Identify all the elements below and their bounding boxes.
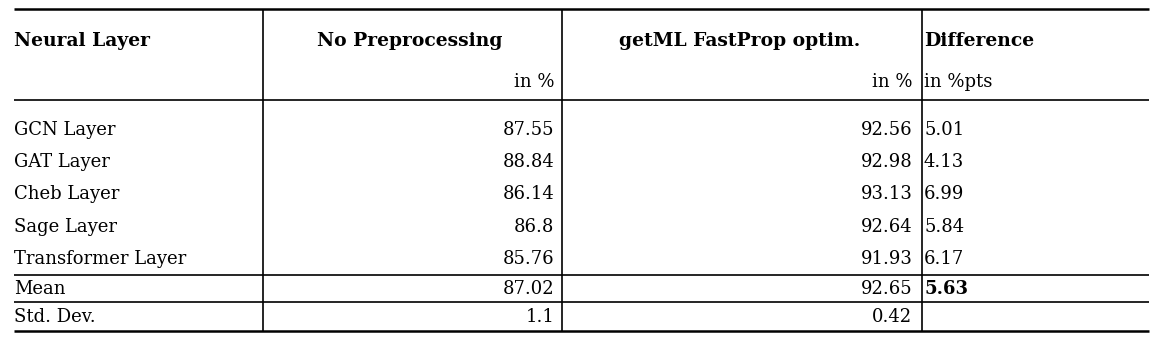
Text: GCN Layer: GCN Layer	[14, 121, 116, 139]
Text: getML FastProp optim.: getML FastProp optim.	[619, 32, 859, 50]
Text: 6.99: 6.99	[924, 185, 964, 203]
Text: 5.01: 5.01	[924, 121, 964, 139]
Text: 92.64: 92.64	[860, 218, 912, 236]
Text: 85.76: 85.76	[502, 251, 554, 268]
Text: 0.42: 0.42	[872, 308, 912, 326]
Text: GAT Layer: GAT Layer	[14, 153, 110, 171]
Text: 5.84: 5.84	[924, 218, 964, 236]
Text: 93.13: 93.13	[860, 185, 912, 203]
Text: 5.63: 5.63	[924, 280, 968, 298]
Text: Transformer Layer: Transformer Layer	[14, 251, 186, 268]
Text: 6.17: 6.17	[924, 251, 964, 268]
Text: 1.1: 1.1	[526, 308, 554, 326]
Text: Sage Layer: Sage Layer	[14, 218, 117, 236]
Text: 87.55: 87.55	[502, 121, 554, 139]
Text: Mean: Mean	[14, 280, 66, 298]
Text: No Preprocessing: No Preprocessing	[318, 32, 502, 50]
Text: 4.13: 4.13	[924, 153, 964, 171]
Text: 92.65: 92.65	[860, 280, 912, 298]
Text: 91.93: 91.93	[860, 251, 912, 268]
Text: Difference: Difference	[924, 32, 1034, 50]
Text: Neural Layer: Neural Layer	[14, 32, 150, 50]
Text: in %: in %	[514, 73, 554, 91]
Text: 86.8: 86.8	[514, 218, 554, 236]
Text: in %: in %	[872, 73, 912, 91]
Text: Std. Dev.: Std. Dev.	[14, 308, 96, 326]
Text: 92.56: 92.56	[860, 121, 912, 139]
Text: 92.98: 92.98	[860, 153, 912, 171]
Text: Cheb Layer: Cheb Layer	[14, 185, 119, 203]
Text: 86.14: 86.14	[502, 185, 554, 203]
Text: 87.02: 87.02	[502, 280, 554, 298]
Text: in %pts: in %pts	[924, 73, 992, 91]
Text: 88.84: 88.84	[502, 153, 554, 171]
